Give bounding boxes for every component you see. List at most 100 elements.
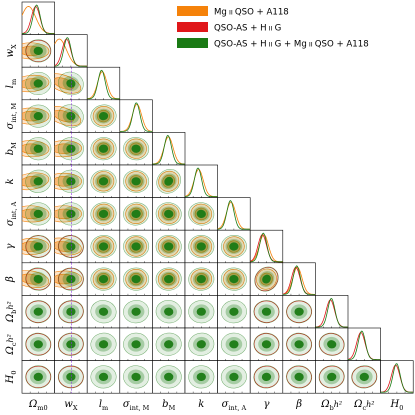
panel--vs-w-x [54,229,88,264]
panel-bh-2-vs-int-m [119,295,153,329]
contour-2sigma-qso-as-h-iig [58,300,84,323]
legend: Mg II QSO + A118 QSO-AS + H II G QSO-AS + … [177,6,369,50]
panel-h-0-vs-m0 [21,360,55,394]
contour-1sigma-qso-as-h-iig-mg-ii-qso-a118 [33,111,43,121]
contour-1sigma-qso-as-h-iig-mg-ii-qso-a118 [196,372,206,382]
contour-2sigma-qso-as-h-iig [253,300,280,323]
panel-bh-2-vs-bh-2 [315,295,349,329]
contour-2sigma-qso-as-h-iig [25,267,51,291]
contour-1sigma-qso-as-h-iig-mg-ii-qso-a118 [229,340,239,349]
panel--vs-k [184,229,218,264]
panel-ch-2-vs- [282,327,316,361]
panel-ch-2-vs-l-m [86,327,121,361]
curve-qso-as-h-iig-mg-ii-qso-a118 [152,134,185,165]
panel-l-m-vs-l-m [86,66,121,101]
legend-swatch-qso-as-h-iig-mg-ii-qso-a118 [177,38,208,48]
contour-2sigma-qso-as-h-iig [58,268,84,291]
contour-1sigma-qso-as-h-iig-mg-ii-qso-a118 [196,274,206,284]
contour-1sigma-qso-as-h-iig-mg-ii-qso-a118 [359,372,369,382]
contour-1sigma-qso-as-h-iig-mg-ii-qso-a118 [66,111,76,121]
x-label-bh-2: Ωbh² [320,399,342,412]
panel-int-m-vs-l-m [86,99,121,133]
panel-int-m-vs-m0 [21,99,55,133]
panel--vs-int-a [217,229,251,264]
contour-1sigma-qso-as-h-iig-mg-ii-qso-a118 [98,372,109,382]
curve-qso-as-h-iig-mg-ii-qso-a118 [185,167,218,197]
panel-b-m-vs-b-m [152,132,186,166]
contour-1sigma-qso-as-h-iig-mg-ii-qso-a118 [131,242,141,251]
panel-bh-2-vs-l-m [86,295,121,329]
contour-2sigma-qso-as-h-iig [319,365,345,388]
panel-w-x-vs-w-x [54,34,88,68]
y-label-: γ [5,243,16,249]
y-label-ch-2: Ωch² [5,334,18,355]
panel-int-a-vs-m0 [21,197,55,231]
panel-b-m-vs-int-m [119,132,153,166]
panel--vs-m0 [21,229,55,264]
panel--vs-m0 [21,262,55,296]
curve-qso-as-h-iig-mg-ii-qso-a118 [348,330,381,360]
panel-h-0-vs-h-0 [380,360,414,394]
contour-2sigma-qso-as-h-iig [25,333,51,356]
curve-qso-as-h-iig-mg-ii-qso-a118 [119,102,153,132]
curve-mg-ii-qso-a118 [87,71,120,100]
contour-1sigma-qso-as-h-iig-mg-ii-qso-a118 [98,274,109,284]
contour-2sigma-mg-ii-qso-a118 [54,73,82,94]
contour-2sigma-mg-ii-qso-a118 [54,140,82,158]
panel--vs-l-m [86,229,121,264]
panel-h-0-vs- [249,360,284,394]
curve-qso-as-h-iig-mg-ii-qso-a118 [54,37,88,67]
contour-2sigma-mg-ii-qso-a118 [54,205,82,223]
contour-1sigma-qso-as-h-iig-mg-ii-qso-a118 [33,274,43,284]
y-label-b-m: bM [5,142,18,155]
contour-1sigma-qso-as-h-iig-mg-ii-qso-a118 [294,372,304,382]
x-label-l-m: lm [99,399,108,412]
panel--vs-int-m [119,262,153,296]
panel-h-0-vs-k [184,360,218,394]
panel-ch-2-vs-int-a [217,327,251,361]
contour-1sigma-qso-as-h-iig-mg-ii-qso-a118 [327,340,337,349]
contour-1sigma-qso-as-h-iig-mg-ii-qso-a118 [98,340,109,349]
panel-grid [21,1,414,394]
panel-k-vs-k [184,164,218,198]
panel--vs-k [184,262,218,296]
contour-2sigma-qso-as-h-iig [319,333,345,356]
contour-2sigma-mg-ii-qso-a118 [22,74,50,93]
panel-int-a-vs-b-m [152,197,186,231]
panel-h-0-vs-int-m [119,360,153,394]
panel-h-0-vs-int-a [217,360,251,394]
contour-2sigma-qso-as-h-iig [25,300,51,323]
contour-1sigma-qso-as-h-iig-mg-ii-qso-a118 [98,144,109,153]
contour-1sigma-qso-as-h-iig-mg-ii-qso-a118 [261,340,272,349]
x-label-: β [295,399,302,410]
contour-1sigma-qso-as-h-iig-mg-ii-qso-a118 [229,274,239,284]
contour-1sigma-qso-as-h-iig-mg-ii-qso-a118 [164,307,174,316]
contour-1sigma-qso-as-h-iig-mg-ii-qso-a118 [196,340,206,349]
contour-2sigma-qso-as-h-iig [25,365,51,388]
panel-bh-2-vs-k [184,295,218,329]
contour-1sigma-qso-as-h-iig-mg-ii-qso-a118 [229,372,239,382]
x-label-k: k [198,399,204,410]
contour-1sigma-qso-as-h-iig-mg-ii-qso-a118 [131,372,141,382]
panel-int-a-vs-int-a [217,197,251,231]
x-label-h-0: H0 [389,399,403,412]
panel-ch-2-vs-k [184,327,218,361]
panel-k-vs-l-m [86,164,121,198]
y-label-k: k [5,178,16,184]
contour-2sigma-qso-as-h-iig [286,300,312,323]
panel-bh-2-vs- [282,295,316,329]
panel-k-vs-b-m [152,164,186,198]
panel-l-m-vs-w-x [54,66,88,101]
contour-1sigma-qso-as-h-iig-mg-ii-qso-a118 [131,307,141,316]
panel--vs-int-a [217,262,251,296]
panel-h-0-vs- [282,360,316,394]
panel-int-m-vs-w-x [54,99,88,133]
contour-1sigma-qso-as-h-iig-mg-ii-qso-a118 [33,46,43,56]
contour-2sigma-qso-as-h-iig [25,235,51,258]
contour-2sigma-qso-as-h-iig [253,333,280,356]
contour-1sigma-qso-as-h-iig-mg-ii-qso-a118 [98,111,109,121]
panel-ch-2-vs-b-m [152,327,186,361]
contour-1sigma-qso-as-h-iig-mg-ii-qso-a118 [66,79,76,88]
panel-frame [315,295,349,329]
